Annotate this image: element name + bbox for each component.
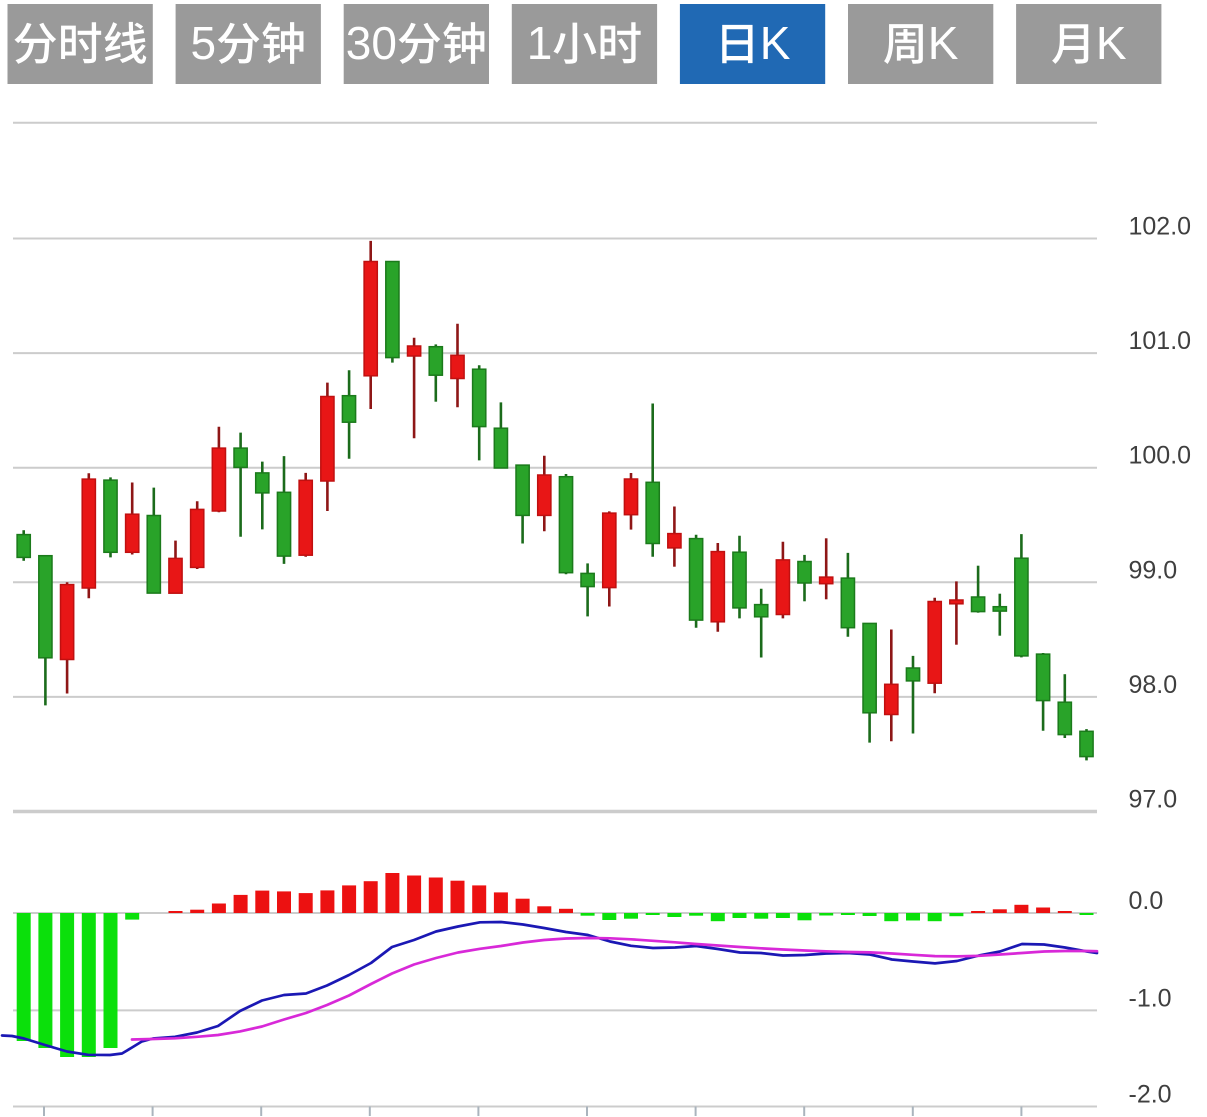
svg-text:0: 0: [371, 17, 397, 69]
svg-text:K: K: [760, 17, 791, 69]
svg-text:1: 1: [527, 17, 553, 69]
svg-text:-2.0: -2.0: [1129, 1081, 1172, 1109]
svg-text:0.0: 0.0: [1129, 887, 1164, 915]
svg-text:102.0: 102.0: [1129, 213, 1192, 241]
svg-text:K: K: [1096, 17, 1127, 69]
svg-text:99.0: 99.0: [1129, 556, 1178, 584]
svg-text:K: K: [928, 17, 959, 69]
svg-text:98.0: 98.0: [1129, 671, 1178, 699]
svg-text:3: 3: [346, 17, 372, 69]
svg-text:5: 5: [191, 17, 217, 69]
svg-text:101.0: 101.0: [1129, 327, 1192, 355]
svg-text:97.0: 97.0: [1129, 786, 1178, 814]
svg-text:-1.0: -1.0: [1129, 984, 1172, 1012]
svg-text:100.0: 100.0: [1129, 442, 1192, 470]
